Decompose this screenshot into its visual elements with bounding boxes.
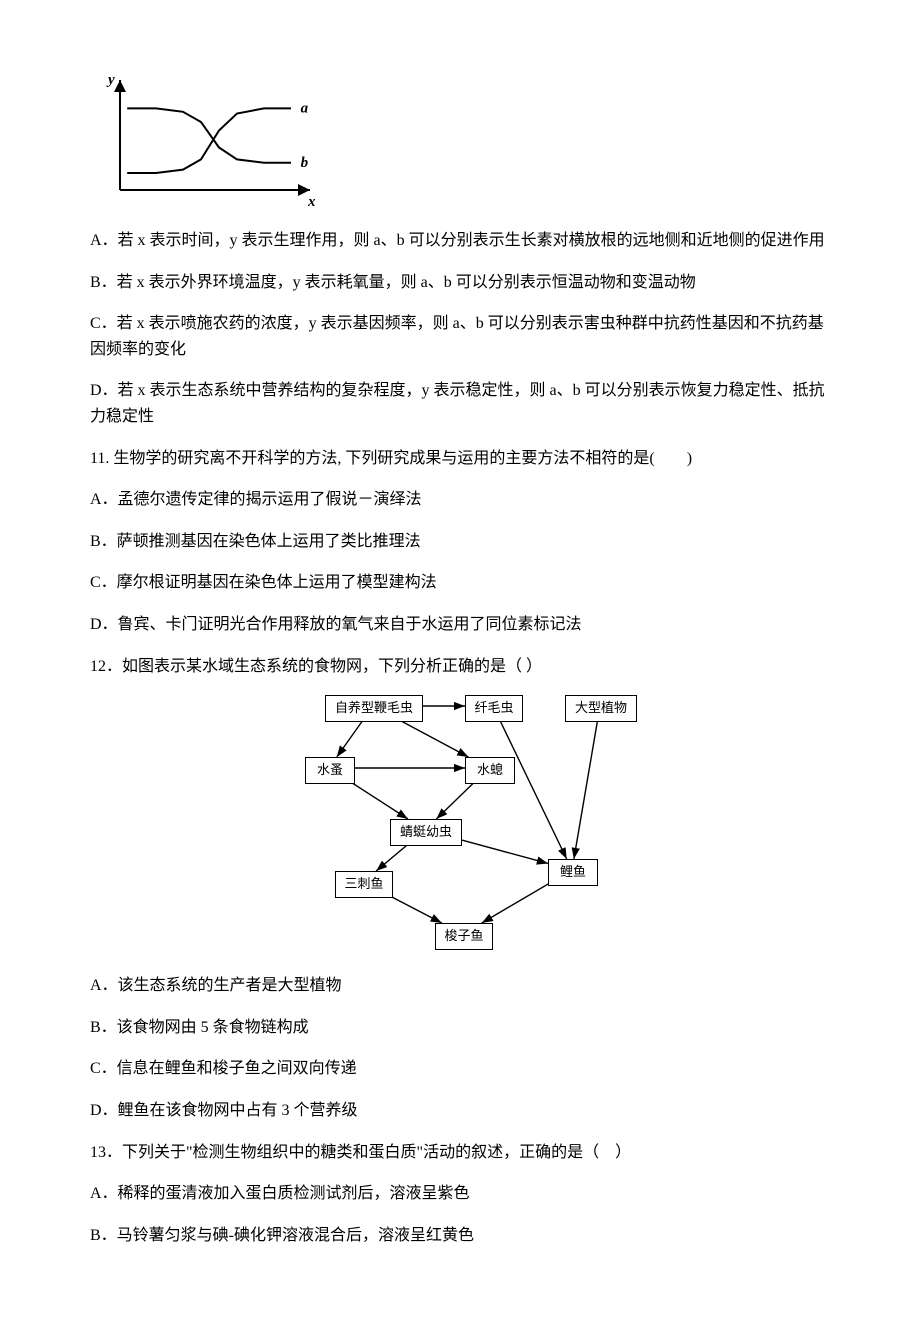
svg-text:a: a <box>301 100 309 116</box>
q12-option-a: A．该生态系统的生产者是大型植物 <box>90 973 830 999</box>
q11-option-d: D．鲁宾、卡门证明光合作用释放的氧气来自于水运用了同位素标记法 <box>90 612 830 638</box>
q12-option-d: D．鲤鱼在该食物网中占有 3 个营养级 <box>90 1098 830 1124</box>
food-web-node: 三刺鱼 <box>335 871 393 898</box>
q12-option-b: B．该食物网由 5 条食物链构成 <box>90 1015 830 1041</box>
svg-text:y: y <box>106 72 115 88</box>
food-web-node: 大型植物 <box>565 695 637 722</box>
q11-stem: 11. 生物学的研究离不开科学的方法, 下列研究成果与运用的主要方法不相符的是(… <box>90 446 830 472</box>
curve-chart-svg: a b y x <box>90 70 320 210</box>
q10-option-d: D．若 x 表示生态系统中营养结构的复杂程度，y 表示稳定性，则 a、b 可以分… <box>90 378 830 429</box>
food-web-node: 自养型鞭毛虫 <box>325 695 423 722</box>
q13-stem: 13．下列关于"检测生物组织中的糖类和蛋白质"活动的叙述，正确的是（ ） <box>90 1140 830 1166</box>
food-web-diagram: 自养型鞭毛虫 纤毛虫 大型植物水蚤 水螅蜻蜓幼虫三刺鱼 鲤鱼梭子鱼 <box>250 695 670 955</box>
q10-option-c: C．若 x 表示喷施农药的浓度，y 表示基因频率，则 a、b 可以分别表示害虫种… <box>90 311 830 362</box>
q13-option-a: A．稀释的蛋清液加入蛋白质检测试剂后，溶液呈紫色 <box>90 1181 830 1207</box>
q10-option-a: A．若 x 表示时间，y 表示生理作用，则 a、b 可以分别表示生长素对横放根的… <box>90 228 830 254</box>
food-web-node: 水蚤 <box>305 757 355 784</box>
q11-option-c: C．摩尔根证明基因在染色体上运用了模型建构法 <box>90 570 830 596</box>
food-web-node: 蜻蜓幼虫 <box>390 819 462 846</box>
q12-option-c: C．信息在鲤鱼和梭子鱼之间双向传递 <box>90 1056 830 1082</box>
svg-text:b: b <box>301 155 309 171</box>
food-web-node: 纤毛虫 <box>465 695 523 722</box>
q11-option-a: A．孟德尔遗传定律的揭示运用了假说－演绎法 <box>90 487 830 513</box>
q12-stem: 12．如图表示某水域生态系统的食物网，下列分析正确的是（ ） <box>90 654 830 680</box>
q13-option-b: B．马铃薯匀浆与碘-碘化钾溶液混合后，溶液呈红黄色 <box>90 1223 830 1249</box>
food-web-node: 鲤鱼 <box>548 859 598 886</box>
food-web-node: 梭子鱼 <box>435 923 493 950</box>
q11-option-b: B．萨顿推测基因在染色体上运用了类比推理法 <box>90 529 830 555</box>
q10-option-b: B．若 x 表示外界环境温度，y 表示耗氧量，则 a、b 可以分别表示恒温动物和… <box>90 270 830 296</box>
figure-curves: a b y x <box>90 70 830 210</box>
svg-text:x: x <box>307 194 316 210</box>
food-web-node: 水螅 <box>465 757 515 784</box>
